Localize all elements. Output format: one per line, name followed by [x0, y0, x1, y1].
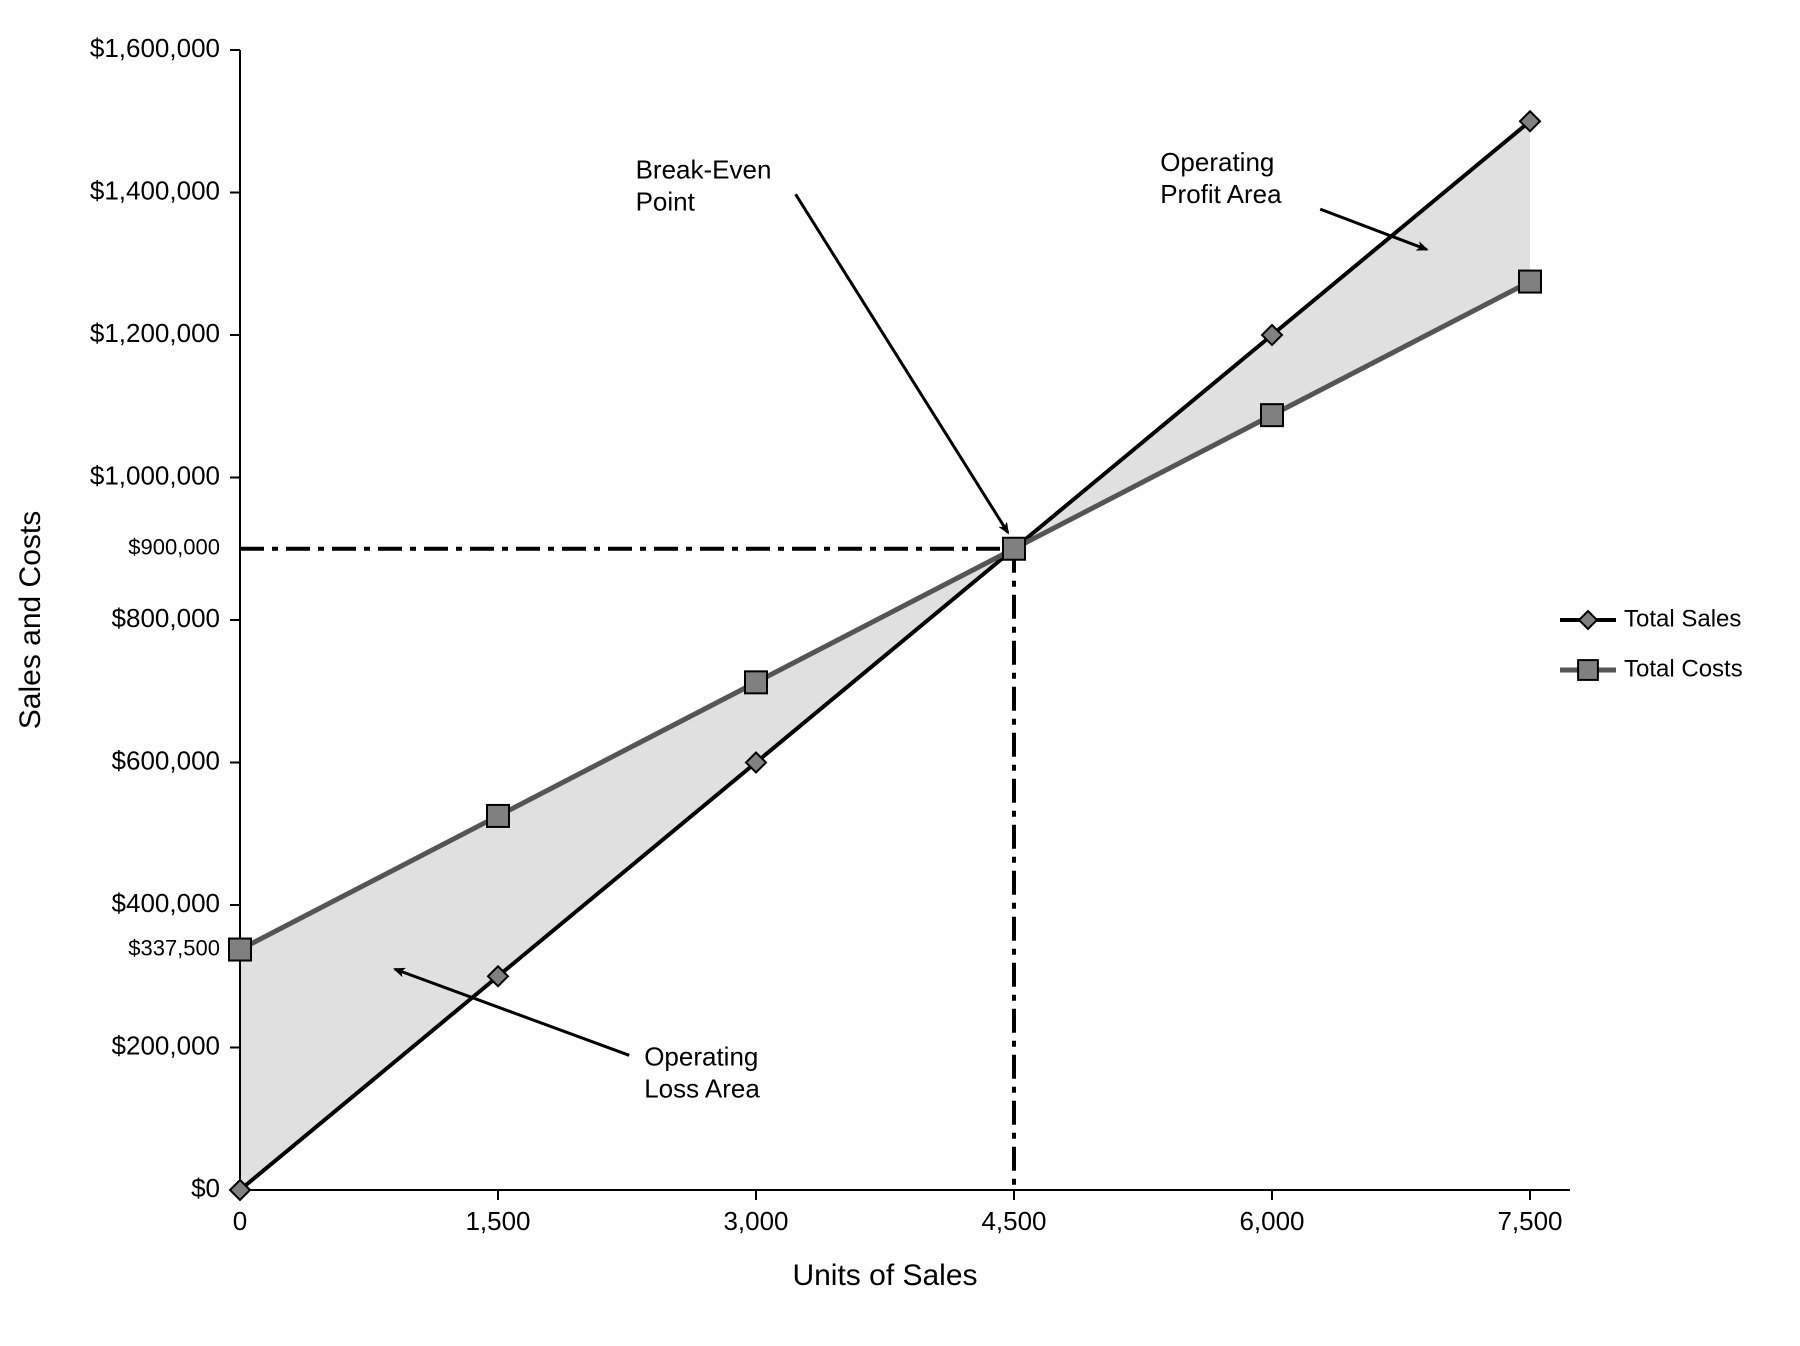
y-extra-tick-label: $337,500 [128, 935, 220, 960]
annotation-break-even: Break-Even [636, 154, 772, 184]
x-tick-label: 7,500 [1497, 1206, 1562, 1236]
annotation-break-even: Point [636, 186, 696, 216]
x-tick-label: 0 [233, 1206, 247, 1236]
series-marker-total_costs [487, 805, 509, 827]
x-axis-title: Units of Sales [792, 1259, 977, 1292]
x-tick-label: 4,500 [981, 1206, 1046, 1236]
y-tick-label: $1,400,000 [90, 175, 220, 205]
x-tick-label: 1,500 [465, 1206, 530, 1236]
x-tick-label: 6,000 [1239, 1206, 1304, 1236]
series-marker-total_costs [745, 671, 767, 693]
y-extra-tick-label: $900,000 [128, 535, 220, 560]
annotation-loss-area: Loss Area [644, 1073, 760, 1103]
series-marker-total_costs [1003, 538, 1025, 560]
y-tick-label: $200,000 [112, 1030, 220, 1060]
break-even-chart: $0 $200,000 $400,000 $600,000 $800,000 $1,000… [0, 0, 1800, 1346]
y-tick-label: $1,600,000 [90, 33, 220, 63]
series-marker-total_costs [1519, 271, 1541, 293]
annotation-profit-area: Operating [1160, 147, 1274, 177]
y-tick-label: $800,000 [112, 603, 220, 633]
y-tick-label: $0 [191, 1173, 220, 1203]
legend-label-total_costs: Total Costs [1624, 655, 1743, 682]
series-marker-total_costs [1261, 404, 1283, 426]
y-tick-label: $600,000 [112, 745, 220, 775]
legend-label-total_sales: Total Sales [1624, 605, 1741, 632]
y-tick-label: $1,200,000 [90, 318, 220, 348]
y-tick-label: $400,000 [112, 888, 220, 918]
annotation-profit-area: Profit Area [1160, 179, 1282, 209]
annotation-loss-area: Operating [644, 1041, 758, 1071]
x-tick-label: 3,000 [723, 1206, 788, 1236]
legend-marker-total_costs [1578, 660, 1598, 680]
y-tick-label: $1,000,000 [90, 460, 220, 490]
series-marker-total_costs [229, 939, 251, 961]
y-axis-title: Sales and Costs [14, 511, 47, 729]
